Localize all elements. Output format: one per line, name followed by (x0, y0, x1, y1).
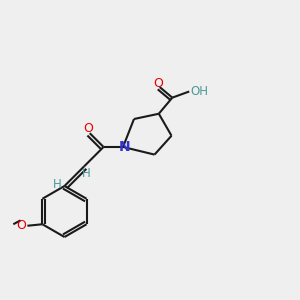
Text: O: O (16, 219, 26, 232)
Text: O: O (153, 77, 163, 90)
Text: OH: OH (191, 85, 209, 98)
Text: O: O (83, 122, 93, 135)
Text: N: N (119, 140, 130, 154)
Text: H: H (52, 178, 62, 191)
Text: H: H (82, 167, 91, 181)
